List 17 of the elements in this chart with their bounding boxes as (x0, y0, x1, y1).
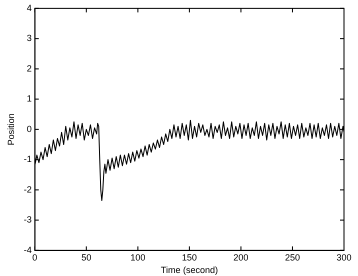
x-tick-label: 250 (284, 252, 300, 262)
x-tick-label: 150 (182, 252, 197, 262)
x-axis-title: Time (second) (160, 265, 218, 276)
y-tick-label: -1 (24, 154, 32, 164)
y-tick-label: -3 (24, 214, 32, 225)
y-tick-label: 1 (26, 94, 32, 104)
y-axis-title: Position (6, 113, 16, 146)
x-tick-label: 50 (81, 252, 92, 262)
y-tick-label: 4 (26, 2, 32, 13)
x-tick-label: 100 (130, 252, 146, 262)
x-tick-label: 300 (336, 252, 352, 262)
y-tick-label: 0 (26, 124, 32, 134)
y-tick-label: -4 (24, 244, 32, 255)
y-tick-label: -2 (24, 184, 32, 194)
y-tick-label: 3 (26, 33, 32, 44)
x-tick-label: 200 (233, 252, 248, 262)
y-tick-label: 2 (26, 63, 32, 74)
